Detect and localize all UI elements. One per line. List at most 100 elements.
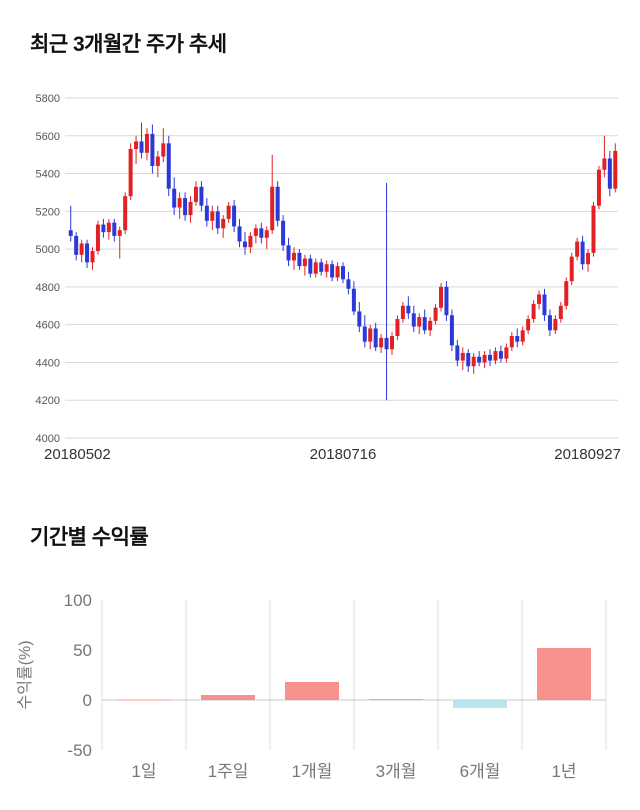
y-tick-label: 5800	[36, 93, 60, 105]
candle-body	[139, 141, 144, 153]
candle-body	[586, 252, 591, 265]
candle-body	[433, 307, 438, 321]
candle-body	[275, 186, 280, 221]
category-label: 1년	[551, 762, 576, 781]
candle-body	[150, 133, 155, 166]
bar	[453, 700, 507, 708]
candle-body	[564, 281, 569, 306]
price-chart-title: 최근 3개월간 주가 추세	[30, 33, 227, 56]
category-label: 6개월	[460, 762, 501, 781]
y-tick-label: 4800	[36, 282, 60, 294]
bar	[117, 699, 171, 701]
y-tick-label: 50	[73, 641, 92, 660]
candle-body	[488, 354, 493, 361]
candle-body	[379, 337, 384, 348]
bar	[537, 648, 591, 700]
x-tick-label: 20180502	[44, 446, 111, 463]
candle-body	[221, 218, 226, 229]
candle-body	[455, 345, 460, 361]
candle-body	[193, 186, 198, 202]
candle-body	[144, 133, 149, 153]
candle-body	[580, 241, 585, 265]
candle-body	[428, 320, 433, 331]
candle-body	[439, 286, 444, 308]
candle-body	[602, 158, 607, 170]
candle-body	[373, 328, 378, 348]
candle-body	[575, 241, 580, 257]
candle-body	[330, 264, 335, 278]
x-tick-label: 20180927	[554, 446, 621, 463]
candle-body	[79, 243, 84, 255]
candle-body	[324, 264, 329, 272]
candle-body	[210, 211, 215, 221]
candle-body	[346, 279, 351, 289]
x-tick-label: 20180716	[310, 446, 377, 463]
candle-body	[613, 150, 618, 189]
candle-body	[341, 266, 345, 280]
candle-body	[411, 313, 416, 327]
candle-body	[417, 317, 422, 327]
candle-body	[264, 230, 269, 238]
candle-body	[607, 158, 612, 189]
candle-body	[90, 251, 95, 263]
y-tick-label: 4600	[36, 320, 60, 332]
candle-body	[123, 196, 128, 231]
candle-body	[281, 220, 286, 246]
candle-body	[106, 222, 111, 233]
candle-body	[237, 226, 242, 242]
candle-body	[259, 228, 264, 238]
candle-body	[553, 319, 558, 331]
candle-body	[166, 143, 171, 189]
price-chart: 5800 5600 5400 5200 5000 4800 4600 4400 4200 4000…	[0, 82, 640, 472]
candle-body	[526, 319, 531, 331]
candle-body	[596, 169, 601, 206]
y-tick-label: 100	[64, 591, 92, 610]
candle-body	[351, 288, 356, 312]
candle-body	[199, 186, 204, 206]
candle-body	[368, 328, 373, 342]
candle-body	[117, 230, 122, 236]
candle-body	[128, 149, 133, 197]
y-axis-label: 수익률(%)	[16, 640, 34, 709]
candle-body	[242, 241, 247, 248]
bar	[285, 682, 339, 700]
category-label: 1개월	[292, 762, 333, 781]
candle-body	[95, 224, 100, 251]
candle-body	[390, 336, 395, 350]
candle-body	[362, 326, 367, 342]
candle-body	[215, 211, 220, 229]
price-candlestick-chart: 5800 5600 5400 5200 5000 4800 4600 4400 4200 4000…	[36, 93, 621, 463]
y-tick-label: 4200	[36, 395, 60, 407]
candle-body	[466, 353, 471, 367]
y-tick-label: 0	[83, 691, 92, 710]
y-tick-label: -50	[67, 741, 92, 760]
candle-body	[531, 303, 536, 319]
candle-body	[537, 294, 542, 304]
returns-bar-chart: 100 50 0 -50 수익률(%) 1일 1주일 1개월 3개월 6개월 1년	[16, 591, 607, 781]
candle-body	[253, 228, 258, 236]
bar	[201, 695, 255, 700]
candle-body	[313, 262, 318, 274]
y-tick-label: 5600	[36, 131, 60, 143]
candle-body	[335, 266, 340, 278]
candle-body	[308, 258, 313, 274]
candle-body	[112, 222, 117, 236]
candle-body	[248, 235, 253, 248]
candle-body	[477, 356, 482, 363]
candle-body	[520, 330, 525, 342]
candle-body	[400, 305, 405, 319]
returns-chart-title: 기간별 수익률	[30, 526, 149, 549]
candle-body	[422, 317, 427, 331]
candle-body	[134, 141, 139, 149]
candle-body	[395, 319, 400, 336]
candle-body	[547, 315, 552, 331]
candle-body	[482, 354, 487, 363]
candle-body	[449, 315, 454, 346]
candle-body	[569, 256, 574, 282]
candle-body	[155, 156, 160, 166]
candle-body	[68, 230, 73, 236]
bar	[369, 699, 423, 700]
candle-body	[286, 245, 291, 261]
candle-body	[101, 224, 106, 233]
